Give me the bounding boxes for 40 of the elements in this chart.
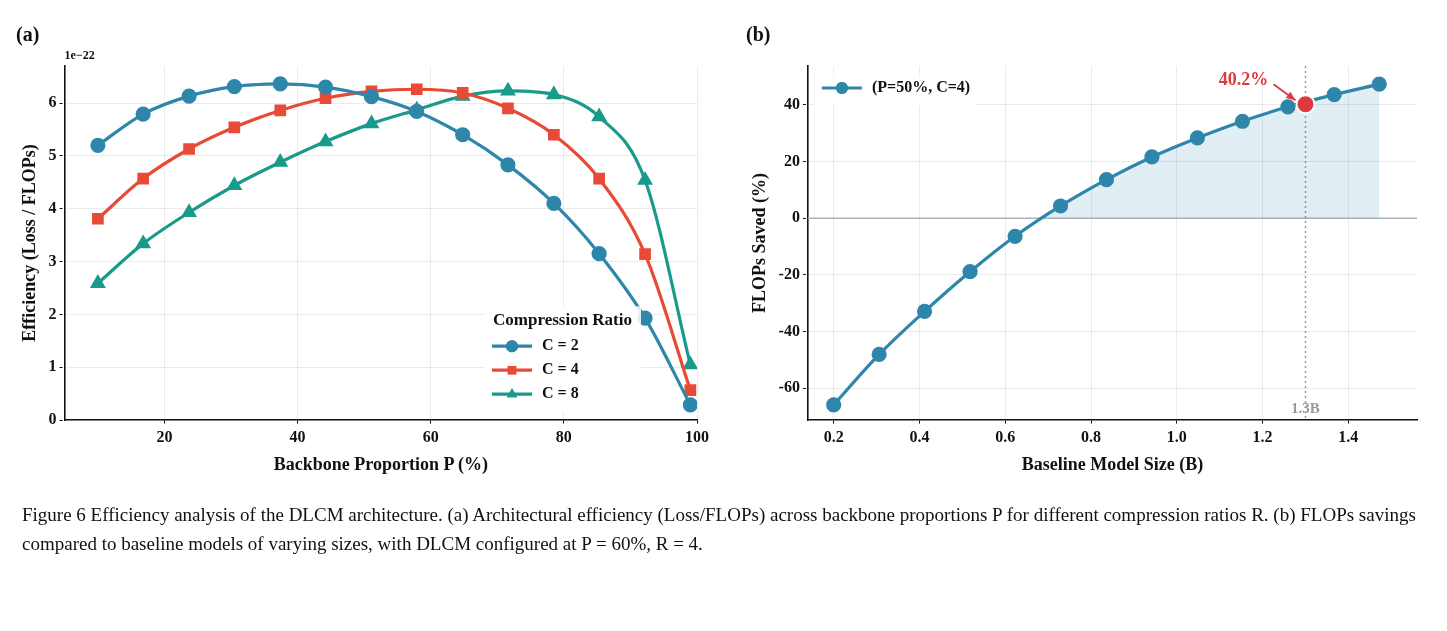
y-tick-label: 40 bbox=[783, 94, 800, 112]
legend-label: (P=50%, C=4) bbox=[871, 78, 971, 97]
annotation: 40.2% bbox=[1218, 68, 1269, 89]
caption: Figure 6 Efficiency analysis of the DLCM architecture. (a) Architectural efficiency (Loss/FLOPs) across backbone proportions P for different compression ratios R. (b) FLOPs savings compared to baseline models of varying sizes, with DLCM configured at P = 60%, R = 4. bbox=[22, 503, 1417, 556]
y-tick-label: 4 bbox=[48, 198, 57, 216]
x-tick-label: 0.4 bbox=[909, 427, 930, 445]
y-tick-label: 2 bbox=[48, 304, 57, 322]
chart-title: (a) bbox=[16, 23, 40, 47]
legend-label: C = 2 bbox=[542, 336, 579, 354]
y-tick-label: -20 bbox=[778, 264, 800, 282]
y-tick-label: -40 bbox=[778, 321, 800, 339]
y-tick-label: -60 bbox=[778, 378, 800, 396]
x-tick-label: 0.2 bbox=[823, 427, 844, 445]
x-tick-label: 1.4 bbox=[1338, 427, 1359, 445]
legend-label: C = 4 bbox=[542, 360, 579, 378]
x-tick-label: 1.2 bbox=[1252, 427, 1273, 445]
x-axis-title: Baseline Model Size (B) bbox=[1021, 453, 1204, 475]
ref-line-label: 1.3B bbox=[1291, 399, 1320, 416]
y-tick-label: 0 bbox=[791, 208, 800, 226]
legend-label: C = 8 bbox=[542, 384, 579, 402]
x-tick-label: 1.0 bbox=[1166, 427, 1187, 445]
y-axis-title: Efficiency (Loss / FLOPs) bbox=[19, 144, 41, 342]
x-tick-label: 60 bbox=[422, 427, 439, 445]
x-tick-label: 40 bbox=[289, 427, 306, 445]
y-tick-label: 1 bbox=[48, 357, 57, 375]
y-tick-label: 6 bbox=[48, 93, 57, 111]
y-axis-title: FLOPs Saved (%) bbox=[749, 173, 771, 314]
x-tick-label: 0.8 bbox=[1081, 427, 1102, 445]
y-tick-label: 3 bbox=[48, 251, 57, 269]
chart-title: (b) bbox=[746, 23, 771, 47]
text: 1e−22 bbox=[64, 48, 95, 63]
x-tick-label: 0.6 bbox=[995, 427, 1016, 445]
y-tick-label: 0 bbox=[48, 410, 57, 428]
x-tick-label: 100 bbox=[685, 427, 709, 445]
x-axis-title: Backbone Proportion P (%) bbox=[273, 453, 488, 475]
legend-title: Compression Ratio bbox=[493, 309, 632, 329]
y-tick-label: 20 bbox=[783, 151, 800, 169]
x-tick-label: 80 bbox=[555, 427, 572, 445]
y-tick-label: 5 bbox=[48, 146, 57, 164]
x-tick-label: 20 bbox=[156, 427, 173, 445]
